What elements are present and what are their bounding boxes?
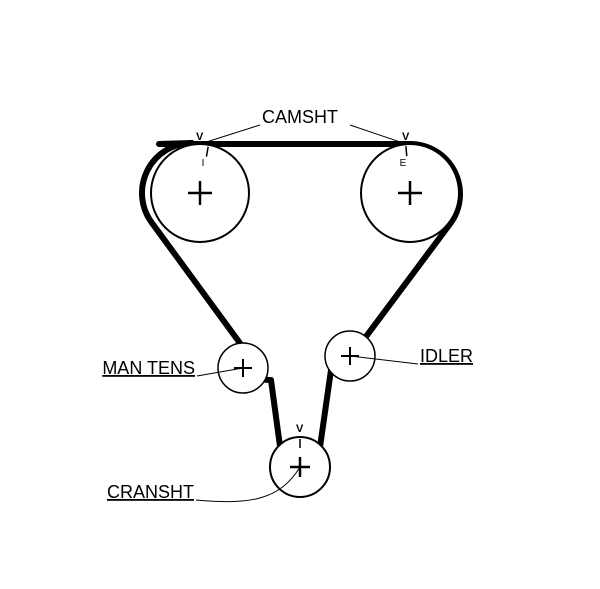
cam_right-sublabel: E bbox=[400, 158, 407, 169]
label-text-man_tens: MAN TENS bbox=[102, 358, 195, 378]
cam_right-timing-mark bbox=[406, 146, 407, 156]
label-text-camsht: CAMSHT bbox=[262, 107, 338, 127]
label-text-cransht: CRANSHT bbox=[107, 482, 194, 502]
label-camsht: V V CAMSHT bbox=[196, 107, 410, 144]
cam_right-pulley: E bbox=[361, 144, 459, 242]
label-text-idler: IDLER bbox=[420, 346, 473, 366]
v-mark-camsht-0: V bbox=[196, 131, 204, 143]
cam_left-sublabel: I bbox=[202, 158, 205, 169]
timing-belt-diagram: I E V V CAMSHT MAN TENS IDLER V CRANSHT bbox=[0, 0, 600, 589]
v-mark-camsht-1: V bbox=[402, 131, 410, 143]
v-mark-cransht-0: V bbox=[296, 423, 304, 435]
cam_left-pulley: I bbox=[151, 144, 249, 242]
